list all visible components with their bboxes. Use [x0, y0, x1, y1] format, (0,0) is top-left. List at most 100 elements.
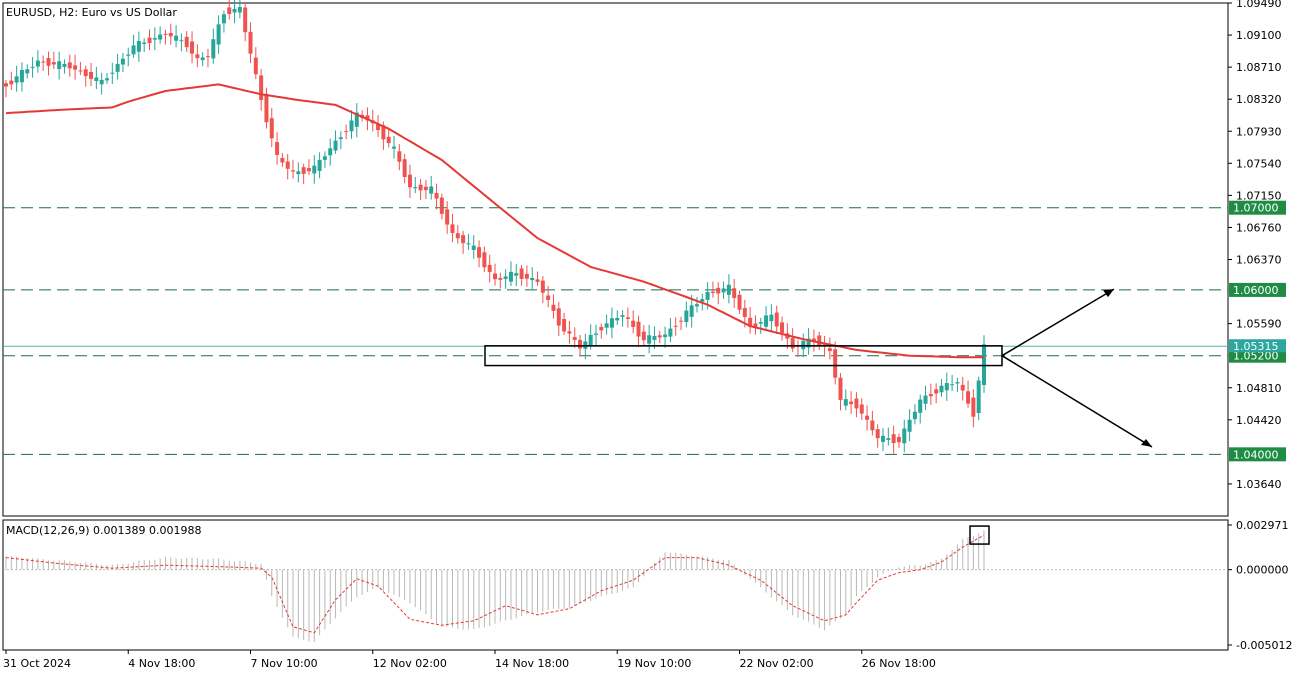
candle-body — [652, 336, 657, 340]
candle-body — [811, 338, 816, 342]
candle-body — [83, 69, 88, 77]
candle-body — [301, 167, 306, 174]
horizontal-levels[interactable]: 1.07000 1.06000 1.05200 1.04000 1.05315 — [3, 200, 1286, 462]
candle-body — [726, 284, 731, 295]
candle-body — [769, 314, 774, 322]
candle-body — [195, 54, 200, 59]
current-price-label: 1.05315 — [1233, 340, 1279, 353]
candle-body — [524, 273, 529, 279]
time-axis: 31 Oct 2024 4 Nov 18:00 7 Nov 10:00 12 Nov … — [3, 650, 936, 670]
candle-body — [657, 335, 662, 338]
macd-tick-label: 0.000000 — [1236, 564, 1289, 577]
candle-body — [599, 326, 604, 331]
candle-body — [562, 319, 567, 332]
candle-body — [174, 35, 179, 41]
candle-body — [540, 280, 545, 293]
candle-body — [843, 399, 848, 406]
candle-body — [89, 72, 94, 79]
candle-body — [530, 277, 535, 281]
breakout-up-arrow — [1001, 288, 1115, 357]
candle-body — [104, 78, 109, 81]
candle-body — [748, 317, 753, 327]
level-badge-label: 1.06000 — [1233, 284, 1279, 297]
candle-body — [578, 339, 583, 349]
candle-body — [647, 335, 652, 344]
candle-body — [115, 63, 120, 72]
candle-body — [333, 140, 338, 151]
candle-body — [615, 317, 620, 321]
candle-body — [918, 399, 923, 413]
candle-body — [407, 174, 412, 188]
candle-body — [928, 394, 933, 397]
macd-pane-border — [2, 519, 1229, 651]
candle-body — [498, 277, 503, 280]
candle-body — [423, 186, 428, 191]
candle-body — [73, 65, 78, 70]
candle-body — [41, 61, 46, 63]
candle-body — [168, 33, 173, 37]
candle-body — [508, 271, 513, 282]
candle-body — [817, 335, 822, 346]
candle-body — [392, 146, 397, 149]
candle-body — [354, 112, 359, 127]
candle-body — [259, 75, 264, 100]
candle-body — [418, 184, 423, 191]
candle-body — [285, 161, 290, 169]
candle-body — [466, 243, 471, 245]
candle-body — [774, 312, 779, 327]
macd-tick-label: 0.002971 — [1236, 519, 1289, 532]
candle-body — [620, 315, 625, 317]
candle-body — [886, 438, 891, 440]
candle-body — [572, 337, 577, 340]
price-tick-label: 1.09490 — [1236, 0, 1282, 10]
candle-body — [631, 320, 636, 327]
candle-body — [641, 331, 646, 341]
candle-body — [163, 33, 168, 35]
arrow-up-head — [1103, 289, 1114, 298]
candle-body — [859, 404, 864, 414]
price-tick-label: 1.07150 — [1236, 189, 1282, 202]
candle-body — [976, 380, 981, 414]
candle-body — [471, 245, 476, 250]
candle-body — [679, 320, 684, 322]
candle-body — [434, 192, 439, 199]
candle-body — [205, 56, 210, 58]
time-tick-label: 31 Oct 2024 — [3, 657, 71, 670]
candle-body — [99, 79, 104, 85]
candle-body — [593, 333, 598, 335]
candle-body — [944, 383, 949, 391]
candle-body — [280, 157, 285, 163]
candle-body — [253, 57, 258, 75]
candle-body — [211, 39, 216, 59]
price-tick-label: 1.04810 — [1236, 382, 1282, 395]
candle-body — [317, 159, 322, 171]
candle-body — [136, 40, 141, 52]
candle-body — [365, 115, 370, 121]
candle-body — [694, 304, 699, 307]
candle-body — [110, 72, 115, 74]
candle-body — [758, 321, 763, 324]
candle-body — [902, 428, 907, 444]
price-tick-label: 1.05590 — [1236, 318, 1282, 331]
candle-body — [971, 397, 976, 417]
time-tick-label: 26 Nov 18:00 — [862, 657, 936, 670]
time-tick-label: 7 Nov 10:00 — [251, 657, 318, 670]
price-tick-label: 1.08320 — [1236, 93, 1282, 106]
price-tick-label: 1.03640 — [1236, 478, 1282, 491]
candle-body — [721, 288, 726, 293]
candle-body — [732, 288, 737, 298]
candle-body — [519, 268, 524, 279]
candle-body — [684, 310, 689, 323]
price-tick-label: 1.06760 — [1236, 221, 1282, 234]
level-badge — [1229, 200, 1286, 215]
candle-body — [950, 384, 955, 386]
candle-body — [482, 252, 487, 268]
price-tick-label: 1.08710 — [1236, 61, 1282, 74]
support-zone-annotation[interactable] — [484, 288, 1153, 448]
candle-body — [551, 304, 556, 311]
candle-body — [710, 291, 715, 294]
candle-body — [838, 377, 843, 400]
candle-body — [344, 131, 349, 133]
candle-body — [296, 171, 301, 175]
candle-body — [865, 415, 870, 420]
